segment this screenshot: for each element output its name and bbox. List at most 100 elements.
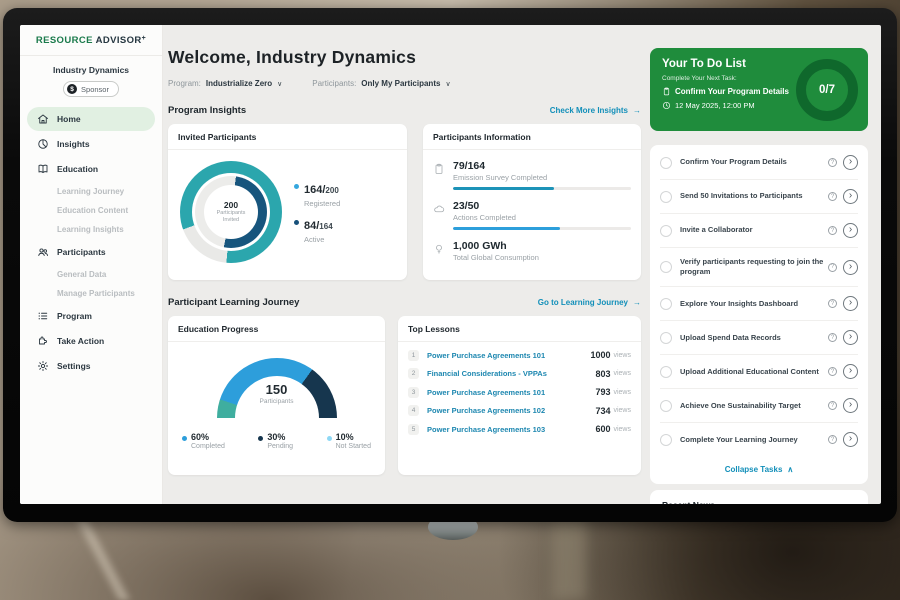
task-row[interactable]: Complete Your Learning Journey ? › (660, 423, 858, 456)
chevron-right-button[interactable]: › (843, 364, 858, 380)
chevron-right-button[interactable]: › (843, 223, 858, 238)
lesson-link[interactable]: Power Purchase Agreements 101 (427, 387, 546, 397)
info-label: Emission Survey Completed (453, 173, 548, 182)
lesson-row: 1 Power Purchase Agreements 101 1000 vie… (398, 342, 641, 361)
clipboard-icon (663, 87, 670, 96)
task-row[interactable]: Upload Spend Data Records ? › (660, 321, 858, 356)
bulb-icon (436, 244, 442, 254)
section-title: Participant Learning Journey (168, 297, 300, 308)
task-label: Achieve One Sustainability Target (680, 400, 801, 410)
clipboard-icon (435, 163, 443, 174)
todo-tasks-card: Confirm Your Program Details ? › Send 50… (650, 145, 868, 485)
views-count: 734 (595, 405, 611, 416)
sidebar-item-home[interactable]: Home (27, 107, 155, 131)
brand-logo: RESOURCE ADVISOR+ (20, 25, 162, 46)
cloud-icon (434, 205, 445, 213)
help-icon[interactable]: ? (828, 158, 837, 167)
sidebar-item-general-data[interactable]: General Data (57, 270, 107, 279)
info-label: Total Global Consumption (453, 253, 539, 262)
help-icon[interactable]: ? (828, 333, 837, 343)
lesson-link[interactable]: Power Purchase Agreements 101 (427, 350, 546, 360)
chevron-right-button[interactable]: › (843, 432, 858, 448)
info-row-emission-survey: 79/164 Emission Survey Completed (423, 150, 641, 190)
task-checkbox[interactable] (660, 156, 672, 169)
card-title: Invited Participants (168, 124, 407, 150)
task-label: Complete Your Learning Journey (680, 434, 798, 444)
puzzle-icon (39, 336, 47, 345)
task-label: Invite a Collaborator (680, 225, 753, 235)
donut-chart: 200 Participants Invited 164/200 Registe… (168, 150, 407, 263)
task-checkbox[interactable] (660, 331, 672, 344)
help-icon[interactable]: ? (828, 226, 837, 235)
sidebar-item-education[interactable]: Education (27, 157, 155, 181)
collapse-tasks-link[interactable]: Collapse Tasks ∧ (660, 456, 858, 484)
task-row[interactable]: Achieve One Sustainability Target ? › (660, 389, 858, 424)
chevron-right-button[interactable]: › (843, 155, 858, 170)
chevron-right-button[interactable]: › (843, 398, 858, 414)
help-icon[interactable]: ? (828, 262, 837, 272)
sidebar-item-learning-journey[interactable]: Learning Journey (57, 187, 125, 196)
help-icon[interactable]: ? (828, 401, 837, 411)
chevron-right-button[interactable]: › (843, 259, 858, 275)
sidebar-item-label: Participants (57, 247, 106, 257)
sidebar-item-settings[interactable]: Settings (27, 354, 155, 378)
go-to-learning-journey-link[interactable]: Go to Learning Journey → (538, 298, 641, 307)
lesson-link[interactable]: Power Purchase Agreements 103 (427, 424, 546, 434)
task-row[interactable]: Verify participants requesting to join t… (660, 248, 858, 288)
lesson-link[interactable]: Financial Considerations - VPPAs (427, 369, 547, 378)
task-checkbox[interactable] (660, 224, 672, 237)
invited-participants-card: Invited Participants 200 Participants In… (168, 124, 407, 280)
lesson-link[interactable]: Power Purchase Agreements 102 (427, 406, 546, 415)
chevron-right-button[interactable]: › (843, 189, 858, 204)
card-title: Education Progress (168, 316, 385, 342)
legend-pending: 30% Pending (258, 432, 293, 450)
section-title: Program Insights (168, 105, 247, 116)
task-checkbox[interactable] (660, 190, 672, 203)
donut-center-value: 200 (223, 199, 239, 210)
active-label: Active (304, 235, 325, 244)
sidebar-item-label: Program (57, 311, 92, 321)
learning-journey-header: Participant Learning Journey Go to Learn… (168, 297, 641, 308)
task-label: Verify participants requesting to join t… (680, 257, 824, 277)
sidebar-item-manage-participants[interactable]: Manage Participants (57, 289, 135, 298)
participants-dropdown[interactable]: Participants: Only My Participants ∨ (312, 79, 450, 88)
task-row[interactable]: Explore Your Insights Dashboard ? › (660, 287, 858, 322)
todo-title: Your To Do List (662, 58, 746, 70)
task-row[interactable]: Invite a Collaborator ? › (660, 214, 858, 248)
sidebar-item-insights[interactable]: Insights (27, 132, 155, 156)
help-icon[interactable]: ? (828, 367, 837, 377)
todo-next-task: Confirm Your Program Details (675, 87, 789, 96)
task-checkbox[interactable] (660, 297, 672, 310)
sidebar-item-take-action[interactable]: Take Action (27, 329, 155, 353)
info-value: 79/164 (453, 160, 486, 172)
help-icon[interactable]: ? (828, 299, 837, 309)
sidebar-item-education-content[interactable]: Education Content (57, 206, 129, 215)
chevron-right-button[interactable]: › (843, 330, 858, 346)
legend-dot-pending (258, 436, 264, 441)
main-content: Welcome, Industry Dynamics Program: Indu… (168, 25, 641, 475)
task-row[interactable]: Confirm Your Program Details ? › (660, 146, 858, 180)
check-more-insights-link[interactable]: Check More Insights → (550, 106, 641, 115)
sidebar-item-program[interactable]: Program (27, 304, 155, 328)
task-row[interactable]: Send 50 Invitations to Participants ? › (660, 180, 858, 214)
sidebar-item-label: Insights (57, 139, 90, 149)
help-icon[interactable]: ? (828, 435, 837, 445)
task-checkbox[interactable] (660, 261, 672, 274)
legend-dot-completed (182, 436, 187, 441)
task-checkbox[interactable] (660, 365, 672, 378)
legend-completed: 60% Completed (182, 432, 225, 450)
clock-icon (662, 101, 671, 110)
task-row[interactable]: Upload Additional Educational Content ? … (660, 355, 858, 390)
sidebar-item-participants[interactable]: Participants (27, 240, 155, 264)
chevron-right-button[interactable]: › (843, 296, 858, 312)
brand-plus: + (141, 35, 147, 42)
chevron-down-icon: ∨ (277, 80, 283, 88)
task-checkbox[interactable] (660, 399, 672, 412)
task-checkbox[interactable] (660, 433, 672, 446)
sidebar-item-learning-insights[interactable]: Learning Insights (57, 225, 124, 234)
help-icon[interactable]: ? (828, 192, 837, 201)
background-strip (552, 515, 586, 600)
brand-word-resource: RESOURCE (35, 35, 93, 46)
program-dropdown[interactable]: Program: Industrialize Zero ∨ (168, 79, 282, 88)
info-value: 23/50 (453, 200, 480, 212)
